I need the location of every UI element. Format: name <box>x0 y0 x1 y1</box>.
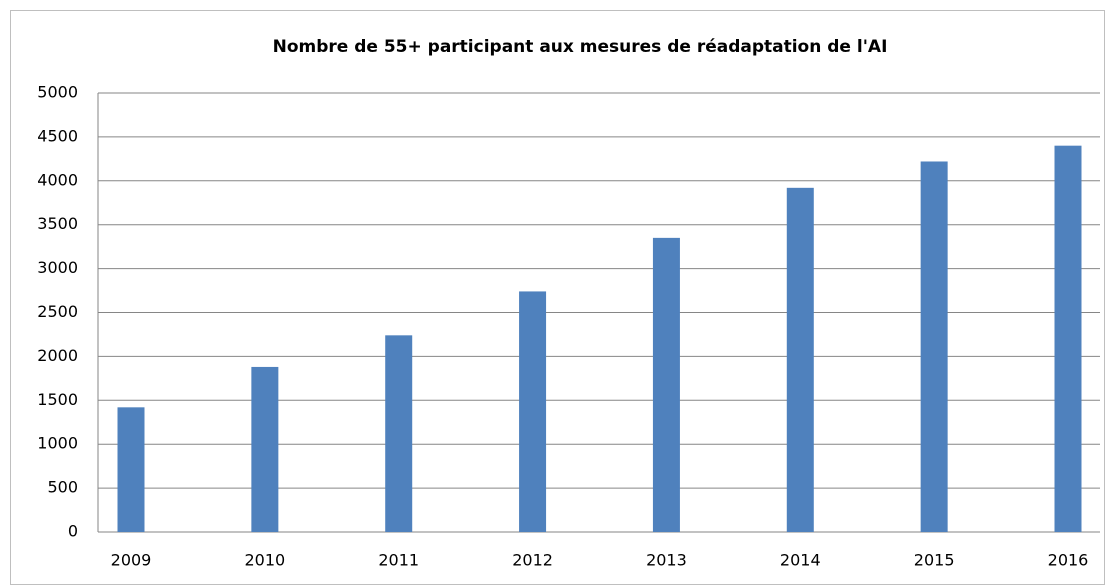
bar <box>920 161 948 532</box>
y-tick-label: 3000 <box>37 258 78 277</box>
y-tick-label: 4500 <box>37 126 78 145</box>
x-tick-label: 2010 <box>244 551 285 570</box>
bar <box>786 187 814 532</box>
y-tick-label: 4000 <box>37 170 78 189</box>
bar <box>1054 145 1082 532</box>
x-tick-label: 2014 <box>780 551 821 570</box>
bar <box>385 335 413 532</box>
x-tick-label: 2009 <box>111 551 152 570</box>
bar <box>251 366 279 532</box>
bar <box>117 407 145 532</box>
x-tick-label: 2013 <box>646 551 687 570</box>
y-tick-label: 2500 <box>37 302 78 321</box>
x-tick-label: 2015 <box>914 551 955 570</box>
x-tick-label: 2011 <box>378 551 419 570</box>
chart-title: Nombre de 55+ participant aux mesures de… <box>273 37 888 57</box>
x-tick-label: 2012 <box>512 551 553 570</box>
y-tick-label: 0 <box>68 522 78 541</box>
y-tick-label: 5000 <box>37 83 78 102</box>
bar <box>652 237 680 532</box>
y-tick-label: 3500 <box>37 214 78 233</box>
y-tick-label: 2000 <box>37 346 78 365</box>
bar <box>519 291 547 532</box>
y-tick-label: 500 <box>47 478 78 497</box>
y-tick-label: 1000 <box>37 434 78 453</box>
x-tick-label: 2016 <box>1048 551 1089 570</box>
y-tick-label: 1500 <box>37 390 78 409</box>
